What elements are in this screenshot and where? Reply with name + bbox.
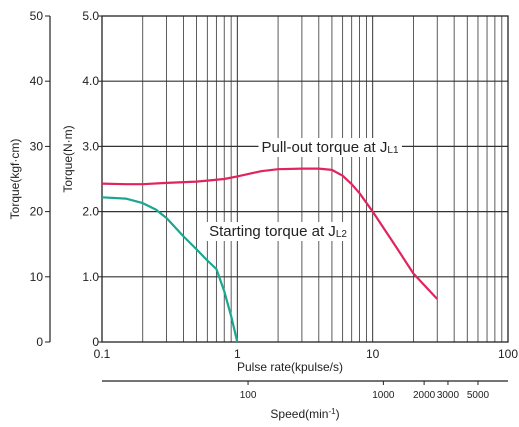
x-tick-label: 100 [498,347,518,361]
y-axis-title-kgf: Torque(kgf·cm) [8,139,22,220]
series-annotation-bg [258,138,402,157]
x-tick-label: 0.1 [94,347,111,361]
y-tick-label-kgf: 30 [30,139,44,153]
series-annotation-bg [206,222,351,241]
y-tick-label-nm: 2.0 [82,205,99,219]
y-tick-label-kgf: 40 [30,74,44,88]
y-tick-label-nm: 1.0 [82,270,99,284]
speed-tick-label: 1000 [372,390,395,401]
y-tick-label-kgf: 50 [30,9,44,23]
y-tick-label-kgf: 10 [30,270,44,284]
series-annotation-1: Pull-out torque at JL1 [261,139,398,156]
y-tick-label-nm: 5.0 [82,9,99,23]
x-axis-title: Pulse rate(kpulse/s) [237,360,343,374]
speed-tick-label: 100 [240,390,257,401]
speed-tick-label: 5000 [467,390,490,401]
speed-tick-label: 2000 [413,390,436,401]
y-tick-label-kgf: 20 [30,205,44,219]
series-annotation-2: Starting torque at JL2 [209,223,347,240]
series-line-1 [101,167,439,300]
y-tick-label-nm: 3.0 [82,139,99,153]
y-tick-label-kgf: 0 [36,335,43,349]
y-tick-label-nm: 0 [92,335,99,349]
series-line-2 [101,196,239,343]
speed-axis-title: Speed(min-1) [270,407,339,421]
x-tick-label: 1 [234,347,241,361]
y-tick-label-nm: 4.0 [82,74,99,88]
speed-tick-label: 3000 [437,390,460,401]
plot-frame [101,15,509,343]
x-tick-label: 10 [366,347,380,361]
y-axis-title-nm: Torque(N·m) [61,125,75,192]
